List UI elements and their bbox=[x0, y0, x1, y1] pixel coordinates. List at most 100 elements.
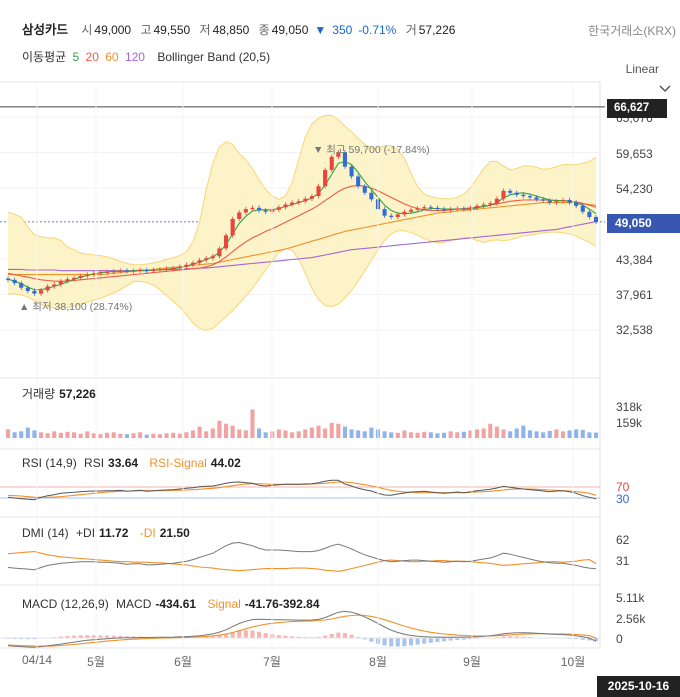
macd-histogram-bar bbox=[223, 633, 229, 638]
macd-histogram-bar bbox=[296, 636, 301, 638]
macd-histogram-bar bbox=[263, 633, 268, 638]
macd-histogram-bar bbox=[323, 635, 328, 638]
volume-bar bbox=[534, 431, 539, 438]
x-tick-label: 6월 bbox=[174, 655, 192, 669]
macd-histogram-bar bbox=[408, 638, 414, 646]
volume-bar bbox=[72, 432, 77, 438]
macd-histogram-bar bbox=[369, 638, 374, 642]
volume-bar bbox=[587, 432, 592, 438]
volume-bar bbox=[85, 431, 90, 438]
macd-histogram-bar bbox=[574, 638, 579, 640]
volume-bar bbox=[435, 433, 440, 438]
macd-histogram-bar bbox=[461, 638, 466, 640]
scale-dropdown[interactable]: Linear bbox=[625, 62, 659, 76]
candle-body bbox=[58, 281, 63, 285]
volume-bar bbox=[290, 432, 295, 438]
volume-label: 거 bbox=[405, 23, 417, 37]
volume-bar bbox=[461, 431, 466, 438]
volume-bar bbox=[98, 434, 103, 438]
macd-histogram-bar bbox=[25, 638, 30, 640]
low-annotation: ▲ 최저 38,100 (28.74%) bbox=[19, 301, 133, 313]
candle-body bbox=[336, 152, 341, 157]
macd-value: -434.61 bbox=[155, 597, 197, 611]
rsi-signal-value: 44.02 bbox=[210, 456, 241, 470]
volume-bar bbox=[488, 423, 493, 438]
macd-histogram-bar bbox=[514, 636, 519, 638]
volume-bar bbox=[494, 426, 499, 438]
candle-body bbox=[138, 270, 143, 272]
volume-bar bbox=[475, 429, 480, 438]
volume-title: 거래량 bbox=[22, 387, 56, 401]
ma-legend-5[interactable]: 5 bbox=[72, 50, 80, 64]
macd-histogram-bar bbox=[98, 635, 103, 638]
macd-tick: 5.11k bbox=[616, 591, 645, 605]
candle-body bbox=[560, 199, 566, 202]
macd-histogram-bar bbox=[217, 635, 222, 638]
candle-body bbox=[309, 196, 314, 199]
macd-histogram-bar bbox=[342, 633, 347, 638]
volume-bar bbox=[481, 428, 486, 438]
ma-legend-120[interactable]: 120 bbox=[124, 50, 145, 64]
candle-body bbox=[461, 208, 466, 210]
rsi-label: RSI bbox=[84, 456, 105, 470]
low-value: 48,850 bbox=[212, 23, 250, 37]
candle-body bbox=[356, 176, 361, 187]
candle-body bbox=[118, 270, 123, 272]
candle-body bbox=[389, 215, 394, 217]
volume-bar bbox=[12, 432, 17, 438]
macd-histogram-bar bbox=[362, 638, 367, 640]
rsi-signal-label: RSI-Signal bbox=[149, 456, 207, 470]
volume-bar bbox=[237, 429, 242, 438]
macd-histogram-bar bbox=[455, 638, 460, 641]
volume-bar bbox=[105, 432, 110, 438]
candle-body bbox=[534, 197, 539, 200]
volume-bar bbox=[197, 426, 202, 438]
macd-histogram-bar bbox=[210, 636, 215, 638]
bollinger-band-fill bbox=[8, 115, 596, 331]
volume-bar bbox=[118, 433, 123, 438]
volume-tick: 318k bbox=[616, 400, 643, 414]
volume-bar bbox=[45, 433, 50, 438]
volume-bar bbox=[65, 431, 70, 438]
rsi-tick-30: 30 bbox=[616, 492, 630, 506]
candle-body bbox=[283, 204, 288, 208]
price-tick: 32,538 bbox=[616, 323, 653, 337]
macd-histogram-bar bbox=[19, 638, 24, 640]
candle-body bbox=[91, 273, 96, 275]
change-arrow-icon: ▼ bbox=[314, 23, 327, 37]
volume-bar bbox=[567, 430, 572, 438]
ma-legend-20[interactable]: 20 bbox=[85, 50, 99, 64]
macd-histogram-bar bbox=[72, 635, 77, 638]
volume-legend-value: 57,226 bbox=[59, 387, 96, 401]
plus-di-line bbox=[7, 541, 597, 571]
volume-bar bbox=[78, 433, 83, 438]
bollinger-legend[interactable]: Bollinger Band (20,5) bbox=[157, 50, 271, 64]
stock-name[interactable]: 삼성카드 bbox=[22, 23, 69, 37]
macd-histogram-bar bbox=[290, 636, 295, 638]
ma-legend-60[interactable]: 60 bbox=[105, 50, 119, 64]
high-value: 49,550 bbox=[153, 23, 191, 37]
volume-bar bbox=[415, 432, 420, 438]
volume-bar bbox=[428, 432, 433, 438]
candle-body bbox=[501, 190, 506, 199]
high-annotation: ▼ 최고 59,700 (-17.84%) bbox=[313, 144, 430, 156]
volume-bar bbox=[574, 429, 579, 438]
bollinger-upper-line bbox=[7, 115, 597, 266]
macd-signal-label: Signal bbox=[207, 597, 241, 611]
macd-histogram-bar bbox=[124, 636, 129, 638]
candle-body bbox=[85, 274, 90, 276]
macd-histogram-bar bbox=[283, 635, 288, 638]
chevron-down-icon[interactable] bbox=[659, 85, 671, 93]
candle-body bbox=[52, 284, 57, 287]
candle-body bbox=[230, 218, 235, 236]
crosshair-date-tag: 2025-10-16 bbox=[597, 676, 680, 697]
volume-bar bbox=[184, 432, 189, 438]
volume-bar bbox=[204, 431, 209, 438]
macd-signal-line bbox=[7, 614, 597, 647]
x-tick-label: 8월 bbox=[369, 655, 387, 669]
candle-body bbox=[316, 186, 321, 197]
macd-histogram-bar bbox=[118, 635, 123, 638]
macd-histogram-bar bbox=[105, 635, 110, 638]
